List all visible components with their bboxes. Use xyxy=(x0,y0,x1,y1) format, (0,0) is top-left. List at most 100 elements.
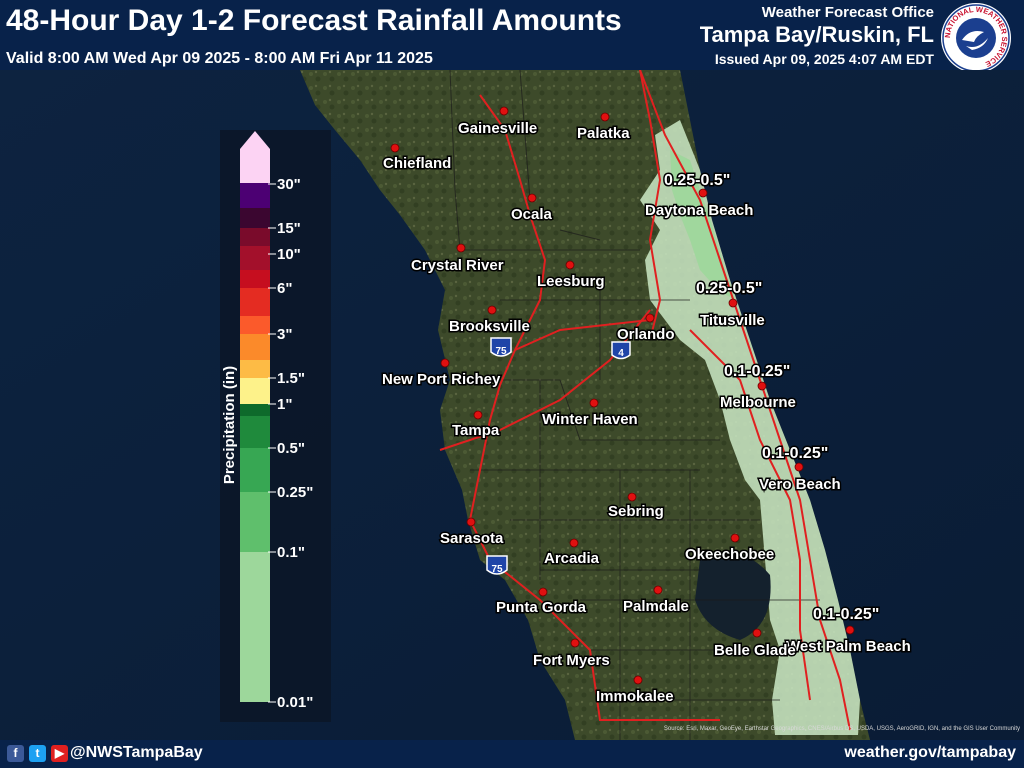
rainfall-area-0.1-0.25 xyxy=(670,150,735,300)
city-marker xyxy=(794,462,804,472)
highway-shields: 75 4 75 xyxy=(486,337,631,575)
website-link[interactable]: weather.gov/tampabay xyxy=(844,744,1016,761)
city-marker xyxy=(527,193,537,203)
city-label: Titusville xyxy=(700,312,765,329)
twitter-icon[interactable]: t xyxy=(29,745,46,762)
legend-color-swatch xyxy=(240,416,270,448)
city-label: Gainesville xyxy=(458,120,537,137)
legend-color-swatch xyxy=(240,149,270,183)
city-label: Fort Myers xyxy=(533,652,610,669)
shield-number: 4 xyxy=(618,348,624,359)
city-label: Ocala xyxy=(511,206,553,223)
city-label: Okeechobee xyxy=(685,546,774,563)
lake-okeechobee xyxy=(695,552,771,640)
city-label: West Palm Beach xyxy=(786,638,911,655)
legend-color-swatch xyxy=(240,316,270,334)
city-label: Tampa xyxy=(452,422,500,439)
legend-tick-label: 3" xyxy=(277,326,292,343)
city-label: Immokalee xyxy=(596,688,674,705)
legend-title: Precipitation (in) xyxy=(221,366,238,484)
county-boundaries xyxy=(449,70,820,740)
youtube-icon[interactable]: ▶ xyxy=(51,745,68,762)
office-label: Weather Forecast Office xyxy=(761,4,934,21)
city-label: Arcadia xyxy=(544,550,600,567)
city-marker xyxy=(730,533,740,543)
interstate-shield: 75 xyxy=(490,337,512,357)
city-marker xyxy=(845,625,855,635)
city-marker xyxy=(757,381,767,391)
legend-color-swatch xyxy=(240,270,270,288)
city-marker xyxy=(698,188,708,198)
legend-color-swatch xyxy=(240,492,270,552)
city-label: Vero Beach xyxy=(759,476,841,493)
city-marker xyxy=(473,410,483,420)
city-layer: Gainesville Palatka Chiefland Ocala Daytona … xyxy=(381,106,912,707)
city-label: Palmdale xyxy=(623,598,689,615)
legend-color-swatch xyxy=(240,246,270,270)
facebook-icon[interactable]: f xyxy=(7,745,24,762)
legend-tick-label: 0.01" xyxy=(277,694,313,711)
legend-tick-label: 30" xyxy=(277,176,301,193)
interstate-shield: 75 xyxy=(486,555,508,575)
legend-color-swatch xyxy=(240,404,270,416)
legend-color-swatch xyxy=(240,288,270,316)
city-marker xyxy=(570,638,580,648)
city-label: Chiefland xyxy=(383,155,451,172)
legend-color-swatch xyxy=(240,183,270,208)
legend-color-swatch xyxy=(240,448,270,492)
city-marker xyxy=(728,298,738,308)
city-marker xyxy=(487,305,497,315)
legend-color-swatch xyxy=(240,228,270,246)
city-marker xyxy=(390,143,400,153)
city-label: Punta Gorda xyxy=(496,599,587,616)
legend-ticks: 30" 15" 10" 6" 3" 1.5" 1" 0.5" 0.25" 0.1" 0.01" xyxy=(268,176,313,711)
city-marker xyxy=(752,628,762,638)
city-marker xyxy=(589,398,599,408)
city-label: Orlando xyxy=(617,326,675,343)
amount-labels: 0.25-0.5" 0.25-0.5" 0.1-0.25" 0.1-0.25" … xyxy=(663,171,881,625)
city-label: Sebring xyxy=(608,503,664,520)
city-marker xyxy=(440,358,450,368)
city-marker xyxy=(627,492,637,502)
shield-number: 75 xyxy=(495,346,507,357)
header-bar: 48-Hour Day 1-2 Forecast Rainfall Amount… xyxy=(0,0,1024,73)
city-label: Brooksville xyxy=(449,318,530,335)
valid-period: Valid 8:00 AM Wed Apr 09 2025 - 8:00 AM … xyxy=(6,50,433,67)
city-label: Winter Haven xyxy=(542,411,638,428)
legend-panel xyxy=(220,130,331,722)
legend-color-swatch xyxy=(240,378,270,404)
legend-color-swatch xyxy=(240,334,270,360)
legend-tick-label: 15" xyxy=(277,220,301,237)
amount-label: 0.1-0.25" xyxy=(813,606,879,623)
office-name: Tampa Bay/Ruskin, FL xyxy=(699,22,934,47)
legend-color-swatch xyxy=(240,360,270,378)
legend-tick-label: 10" xyxy=(277,246,301,263)
legend-tick-label: 0.5" xyxy=(277,440,305,457)
city-label: Daytona Beach xyxy=(645,202,753,219)
legend-tick-label: 1.5" xyxy=(277,370,305,387)
legend-tick-label: 6" xyxy=(277,280,292,297)
city-label: Leesburg xyxy=(537,273,605,290)
interstate-shield: 4 xyxy=(611,341,631,360)
amount-label: 0.1-0.25" xyxy=(762,445,828,462)
shield-number: 75 xyxy=(491,564,503,575)
city-label: Belle Glade xyxy=(714,642,796,659)
rainfall-area-0.01-0.1 xyxy=(640,120,860,735)
city-marker xyxy=(456,243,466,253)
city-marker xyxy=(499,106,509,116)
city-marker xyxy=(600,112,610,122)
map-attribution: Source: Esri, Maxar, GeoEye, Earthstar G… xyxy=(663,726,1020,732)
city-marker xyxy=(565,260,575,270)
footer-bar: f t ▶ @NWSTampaBay weather.gov/tampabay xyxy=(0,740,1024,768)
social-handle[interactable]: @NWSTampaBay xyxy=(70,744,203,761)
city-label: Palatka xyxy=(577,125,630,142)
amount-label: 0.25-0.5" xyxy=(696,280,762,297)
nws-logo: NATIONAL WEATHER SERVICE xyxy=(941,3,1011,73)
legend-color-bar xyxy=(240,149,270,702)
city-marker xyxy=(645,313,655,323)
legend-color-swatch xyxy=(240,552,270,702)
city-marker xyxy=(538,587,548,597)
city-marker xyxy=(466,517,476,527)
city-marker xyxy=(653,585,663,595)
city-label: New Port Richey xyxy=(382,371,501,388)
